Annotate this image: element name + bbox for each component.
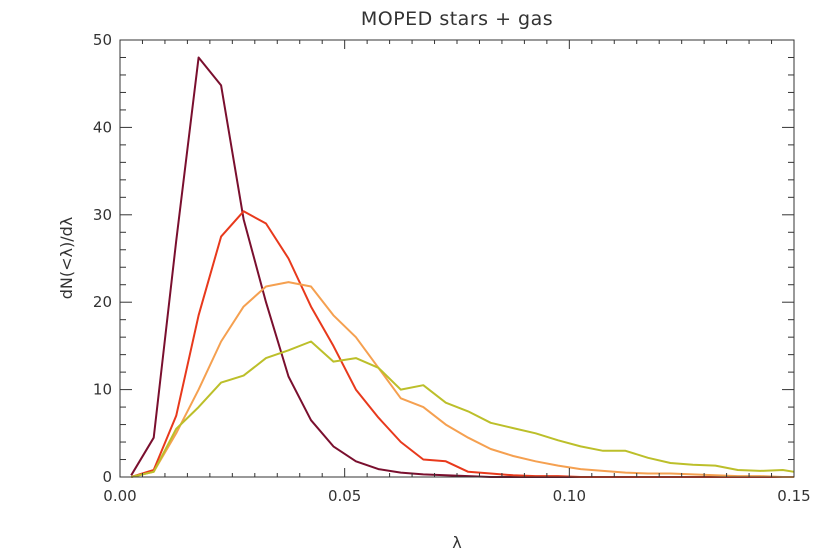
plot-series <box>130 56 795 478</box>
y-tick-label: 20 <box>93 293 112 311</box>
y-tick-label: 10 <box>93 381 112 399</box>
y-tick-label: 40 <box>93 118 112 136</box>
x-tick-label: 0.05 <box>328 487 361 505</box>
y-tick-label: 50 <box>93 31 112 49</box>
chart-title: MOPED stars + gas <box>361 8 553 30</box>
series-line-3 <box>130 281 794 478</box>
x-axis: 0.00 0.05 0.10 0.15 <box>103 40 811 505</box>
x-tick-label: 0.15 <box>777 487 810 505</box>
y-axis: 0 10 20 30 40 50 <box>93 31 794 486</box>
y-axis-label: dN(<λ)/dλ <box>57 217 76 300</box>
x-tick-label: 0.00 <box>103 487 136 505</box>
series-line-1 <box>130 56 794 478</box>
x-axis-label: λ <box>452 533 461 552</box>
series-line-2 <box>130 210 794 478</box>
y-tick-label: 0 <box>102 468 112 486</box>
plot-frame <box>119 39 795 478</box>
x-tick-label: 0.10 <box>553 487 586 505</box>
series-line-4 <box>130 340 795 478</box>
y-tick-label: 30 <box>93 206 112 224</box>
